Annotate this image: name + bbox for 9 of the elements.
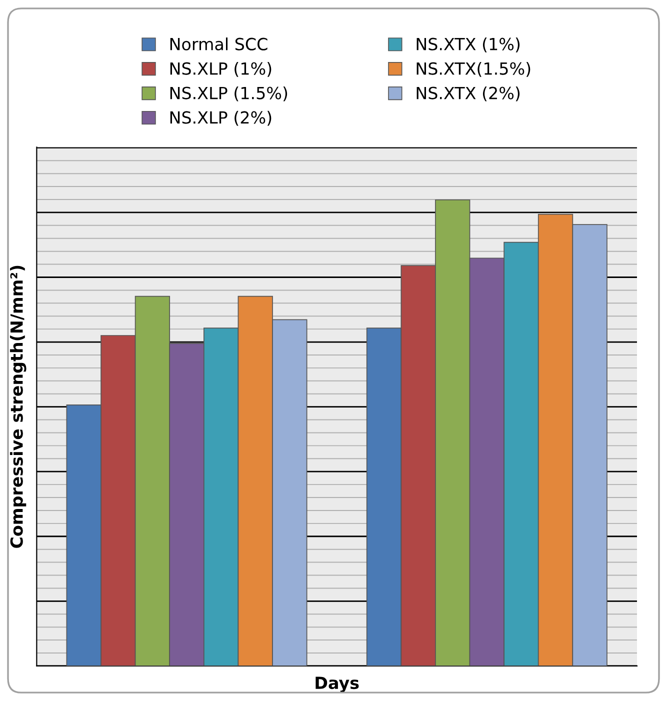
legend-label: Normal SCC (170, 38, 268, 50)
legend-label: NS.XLP (1.5%) (170, 86, 288, 102)
legend-label: NS.XLP (2%) (170, 110, 272, 126)
legend-label: NS.XTX (1%) (416, 38, 520, 52)
x-axis-title: Days (316, 676, 359, 692)
legend-label: NS.XLP (1%) (170, 62, 272, 77)
legend-label: NS.XTX(1.5%) (416, 62, 530, 77)
y-axis-title: Compressive strength(N/mm²) (10, 266, 26, 548)
legend-label: NS.XTX (2%) (416, 86, 520, 102)
